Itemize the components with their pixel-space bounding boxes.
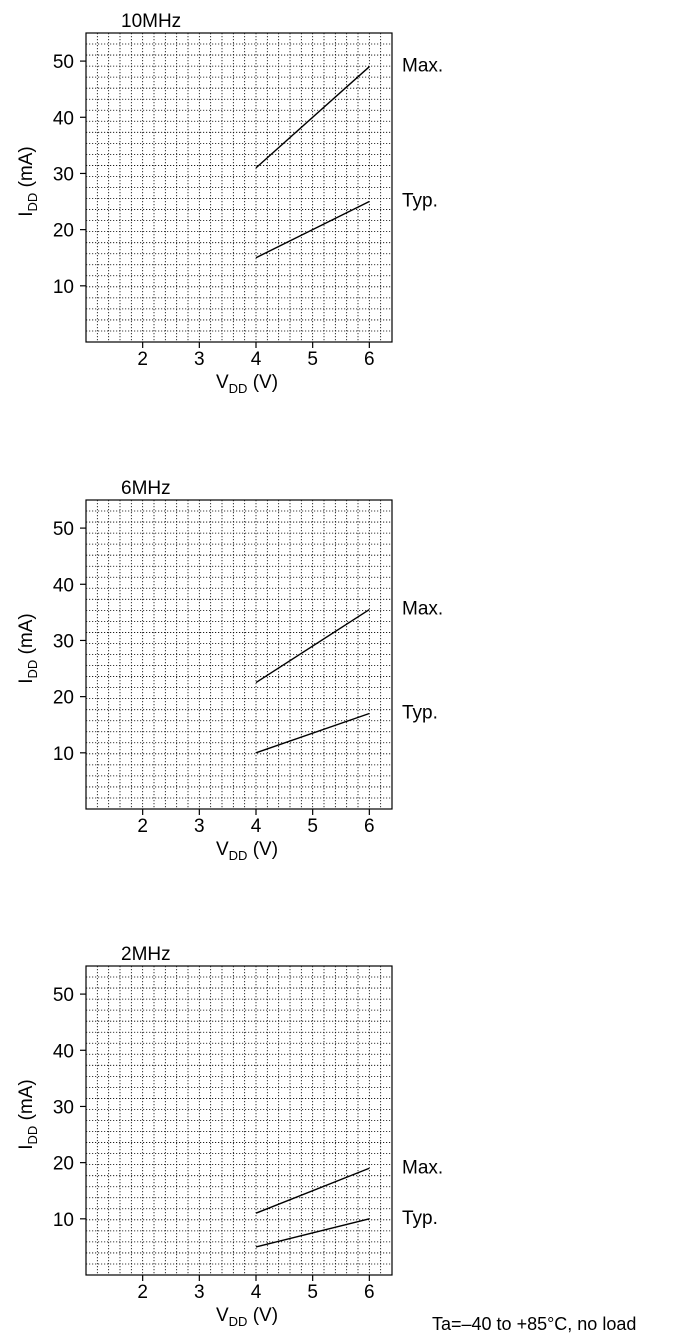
x-tick-label: 6: [364, 1282, 375, 1303]
y-tick-label: 10: [53, 1210, 74, 1231]
x-tick-label: 4: [251, 1282, 262, 1303]
y-axis-label: IDD (mA): [16, 1079, 40, 1150]
x-tick-label: 5: [307, 1282, 318, 1303]
x-axis-label: VDD (V): [216, 372, 278, 396]
chart-10mhz: 2 3 4 5 6 10 20 30 40 50 10MHz VDD (V) IDD (mA) Max. T…: [16, 11, 443, 396]
x-tick-label: 4: [251, 349, 262, 370]
y-tick-label: 40: [53, 1041, 74, 1062]
x-tick-label: 6: [364, 349, 375, 370]
series-label-max: Max.: [402, 599, 443, 620]
series-label-typ: Typ.: [402, 702, 438, 723]
series-line-max: [255, 66, 370, 169]
chart-2mhz: 2 3 4 5 6 10 20 30 40 50 2MHz VDD (V) IDD (mA) Max. Ty…: [16, 944, 443, 1329]
series-line-typ: [255, 200, 370, 259]
series-label-max: Max.: [402, 1157, 443, 1178]
series-label-max: Max.: [402, 56, 443, 77]
series-label-typ: Typ.: [402, 191, 438, 212]
x-tick-label: 5: [307, 349, 318, 370]
x-tick-label: 2: [137, 1282, 148, 1303]
y-tick-label: 20: [53, 221, 74, 242]
x-tick-label: 5: [307, 816, 318, 837]
x-tick-label: 3: [194, 1282, 205, 1303]
y-axis-label: IDD (mA): [16, 613, 40, 684]
y-tick-label: 10: [53, 744, 74, 765]
conditions-footnote: Ta=–40 to +85°C, no load: [432, 1314, 637, 1334]
y-tick-label: 50: [53, 519, 74, 540]
frequency-label: 6MHz: [121, 478, 171, 499]
series-label-typ: Typ.: [402, 1208, 438, 1229]
series-line-max: [255, 1167, 370, 1214]
grid: [86, 33, 392, 342]
x-tick-label: 4: [251, 816, 262, 837]
plot-frame: [85, 965, 393, 1276]
frequency-label: 2MHz: [121, 944, 171, 965]
grid: [86, 500, 392, 809]
frequency-label: 10MHz: [121, 11, 181, 32]
series-line-max: [255, 608, 370, 684]
series-line-typ: [255, 712, 370, 754]
x-axis-label: VDD (V): [216, 839, 278, 863]
x-tick-label: 2: [137, 816, 148, 837]
grid: [86, 966, 392, 1275]
y-tick-label: 40: [53, 108, 74, 129]
x-axis-label: VDD (V): [216, 1305, 278, 1329]
y-tick-label: 20: [53, 688, 74, 709]
x-tick-label: 6: [364, 816, 375, 837]
x-tick-label: 3: [194, 816, 205, 837]
series-line-typ: [255, 1218, 370, 1248]
y-tick-label: 50: [53, 985, 74, 1006]
y-tick-label: 30: [53, 631, 74, 652]
y-axis-label: IDD (mA): [16, 146, 40, 217]
y-tick-label: 10: [53, 277, 74, 298]
x-tick-label: 3: [194, 349, 205, 370]
y-tick-label: 50: [53, 52, 74, 73]
y-tick-label: 30: [53, 1097, 74, 1118]
y-tick-label: 20: [53, 1154, 74, 1175]
y-tick-label: 40: [53, 575, 74, 596]
plot-frame: [85, 32, 393, 343]
y-tick-label: 30: [53, 164, 74, 185]
chart-6mhz: 2 3 4 5 6 10 20 30 40 50 6MHz VDD (V) IDD (mA) Max. Ty…: [16, 478, 443, 863]
plot-frame: [85, 499, 393, 810]
x-tick-label: 2: [137, 349, 148, 370]
